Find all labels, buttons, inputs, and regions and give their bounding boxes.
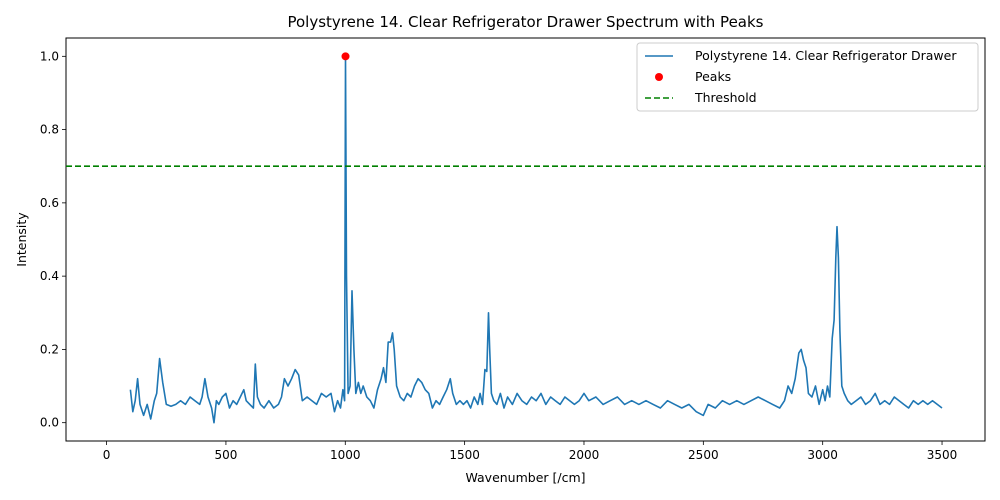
peak-point — [341, 52, 350, 61]
y-axis-label: Intensity — [14, 212, 29, 267]
spectrum-line — [129, 55, 943, 424]
legend-box — [636, 42, 979, 112]
x-tick-label: 1000 — [330, 448, 361, 462]
x-tick-label: 3500 — [927, 448, 958, 462]
chart-title: Polystyrene 14. Clear Refrigerator Drawe… — [287, 13, 763, 31]
x-axis-label: Wavenumber [/cm] — [465, 470, 585, 485]
legend-swatch-point — [655, 73, 663, 81]
x-tick-label: 0 — [103, 448, 111, 462]
ticks-layer: 0 500 1000 1500 2000 2500 3000 3500 0.0 0.2 0.4 0.6… — [40, 49, 957, 462]
y-tick-label: 0.2 — [40, 342, 59, 356]
x-tick-label: 3000 — [807, 448, 838, 462]
y-tick-label: 0.8 — [40, 123, 59, 137]
x-tick-label: 2500 — [688, 448, 719, 462]
y-tick-label: 1.0 — [40, 49, 59, 63]
x-tick-label: 500 — [214, 448, 237, 462]
series-layer — [66, 52, 985, 424]
legend-label: Threshold — [694, 90, 757, 105]
x-tick-label: 1500 — [449, 448, 480, 462]
y-tick-label: 0.0 — [40, 416, 59, 430]
y-tick-label: 0.4 — [40, 269, 59, 283]
x-tick-label: 2000 — [569, 448, 600, 462]
legend: Polystyrene 14. Clear Refrigerator Drawe… — [636, 42, 979, 112]
legend-label: Polystyrene 14. Clear Refrigerator Drawe… — [695, 48, 957, 63]
legend-label: Peaks — [695, 69, 731, 84]
y-tick-label: 0.6 — [40, 196, 59, 210]
